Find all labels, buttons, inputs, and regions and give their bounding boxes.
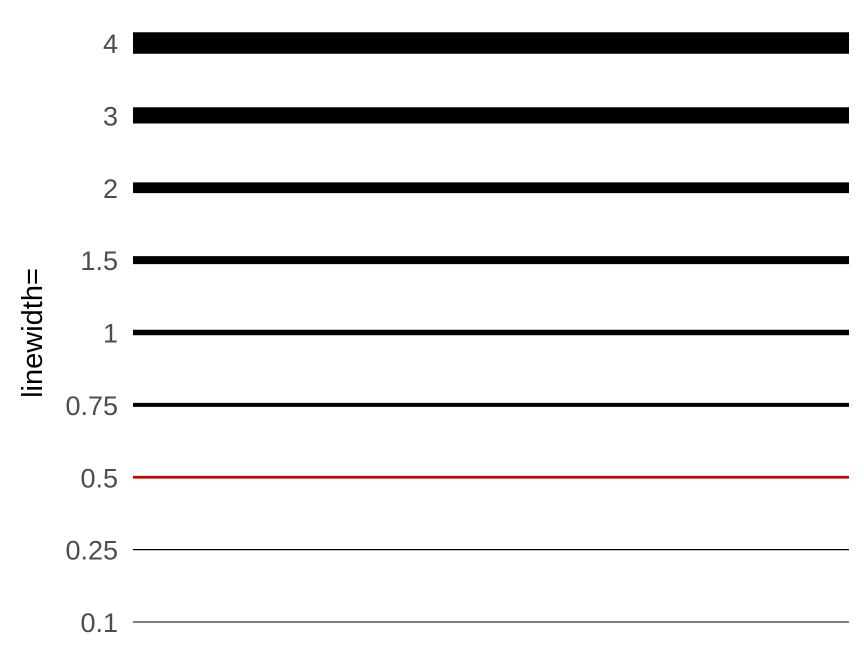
y-tick-label: 1 (103, 319, 118, 349)
y-tick-label: 1.5 (80, 246, 118, 276)
line-series-group (133, 32, 849, 623)
y-tick-label: 0.25 (65, 536, 118, 566)
y-tick-label: 2 (103, 174, 118, 204)
y-tick-label: 0.5 (80, 463, 118, 493)
y-tick-label: 4 (103, 29, 118, 59)
y-tick-labels: 0.1 0.25 0.5 0.75 1 1.5 2 3 4 (65, 29, 118, 638)
y-tick-label: 0.1 (80, 608, 118, 638)
y-tick-label: 3 (103, 101, 118, 131)
y-axis-title: linewidth= (17, 268, 49, 398)
y-tick-label: 0.75 (65, 391, 118, 421)
